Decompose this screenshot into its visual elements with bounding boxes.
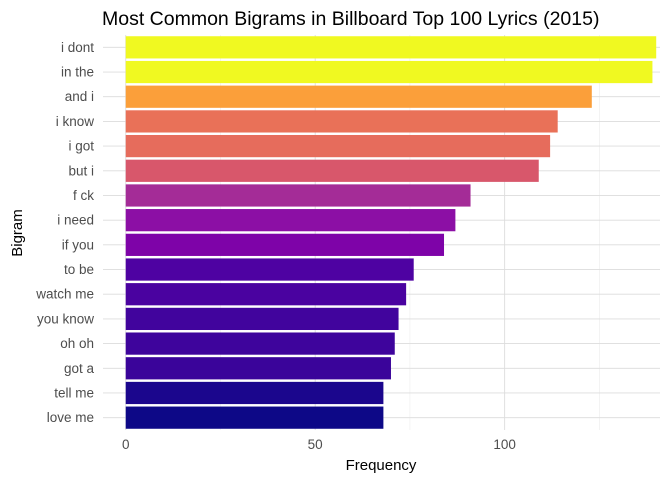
bar-to-be (125, 258, 414, 281)
bar-and-i (125, 85, 592, 108)
bar-love-me (125, 406, 384, 429)
y-tick-label: and i (65, 89, 94, 104)
x-tick-label: 100 (493, 437, 516, 452)
y-tick-label: but i (68, 163, 94, 178)
y-tick-label: f ck (73, 188, 94, 203)
x-tick-label: 0 (122, 437, 130, 452)
y-tick-label: you know (37, 311, 94, 326)
y-tick-label: watch me (35, 287, 94, 302)
y-tick-label: i need (57, 213, 94, 228)
bar-i-know (125, 110, 558, 133)
x-tick-label: 50 (308, 437, 323, 452)
bar-i-got (125, 134, 551, 158)
chart-title: Most Common Bigrams in Billboard Top 100… (102, 8, 599, 30)
y-tick-label: in the (61, 65, 94, 80)
bar-watch-me (125, 283, 407, 306)
bar-in-the (125, 60, 653, 84)
y-tick-label: i know (56, 114, 95, 129)
y-tick-label: got a (64, 361, 95, 376)
bars (125, 36, 657, 429)
bar-tell-me (125, 381, 384, 405)
y-tick-label: i got (68, 139, 94, 154)
y-axis-title: Bigram (9, 209, 26, 257)
bar-got-a (125, 357, 391, 380)
y-tick-labels: i dont in the and i i know i got but i f ck i n… (35, 40, 94, 425)
y-tick-label: to be (64, 262, 94, 277)
y-tick-label: love me (47, 410, 94, 425)
y-tick-label: i dont (61, 40, 94, 55)
y-tick-label: tell me (54, 385, 94, 400)
y-tick-label: oh oh (60, 336, 94, 351)
bar-i-dont (125, 36, 657, 59)
bar-if-you (125, 233, 445, 256)
bar-i-need (125, 209, 456, 232)
bar-you-know (125, 307, 399, 331)
bar-but-i (125, 159, 539, 182)
y-tick-label: if you (62, 237, 94, 252)
x-tick-labels: 0 50 100 (122, 437, 516, 452)
x-axis-title: Frequency (346, 457, 417, 474)
bar-oh-oh (125, 332, 395, 355)
bar-f-ck (125, 184, 471, 207)
